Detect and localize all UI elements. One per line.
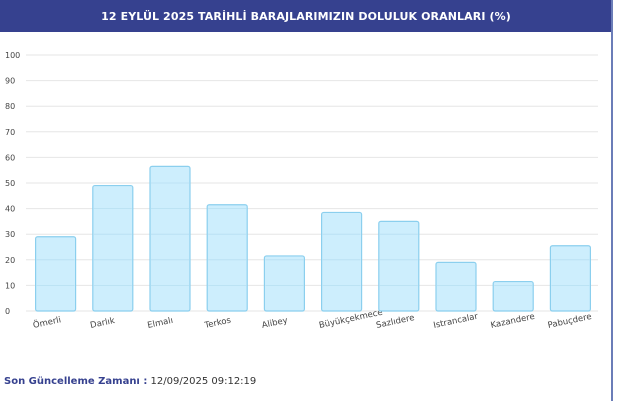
bar bbox=[206, 204, 248, 312]
last-update-label: Son Güncelleme Zamanı : bbox=[4, 376, 148, 387]
x-tick-label: Alibey bbox=[261, 316, 289, 331]
y-tick-label: 50 bbox=[5, 179, 15, 188]
bar bbox=[321, 211, 363, 312]
y-tick-label: 60 bbox=[5, 153, 15, 162]
bar bbox=[435, 261, 477, 312]
bar bbox=[34, 236, 77, 312]
y-tick-label: 100 bbox=[5, 51, 20, 60]
y-tick-label: 30 bbox=[5, 230, 15, 239]
x-tick-label: Istrancalar bbox=[433, 312, 480, 331]
y-tick-label: 70 bbox=[5, 128, 15, 137]
chart-panel: 12 EYLÜL 2025 TARİHLİ BARAJLARIMIZIN DOL… bbox=[0, 0, 612, 387]
y-tick-label: 80 bbox=[5, 102, 15, 111]
right-divider bbox=[611, 0, 613, 401]
last-update-value: 12/09/2025 09:12:19 bbox=[150, 376, 257, 387]
bar bbox=[149, 165, 191, 312]
last-update: Son Güncelleme Zamanı : 12/09/2025 09:12… bbox=[4, 376, 256, 387]
y-tick-label: 0 bbox=[5, 307, 10, 316]
bar bbox=[549, 245, 592, 312]
bar bbox=[92, 184, 134, 312]
x-tick-label: Ömerli bbox=[32, 314, 62, 331]
x-tick-label: Terkos bbox=[203, 315, 233, 331]
bar bbox=[378, 220, 420, 312]
y-tick-label: 20 bbox=[5, 256, 15, 265]
y-tick-label: 40 bbox=[5, 205, 15, 214]
x-tick-label: Kazandere bbox=[490, 312, 536, 331]
x-tick-label: Darlık bbox=[89, 316, 116, 331]
x-tick-label: Pabuçdere bbox=[547, 312, 593, 331]
bar-chart: 0 10 20 30 40 50 60 70 80 90 100 Ömerli Darlık Elmalı… bbox=[5, 51, 598, 331]
x-tick-label: Elmalı bbox=[147, 316, 174, 331]
y-tick-label: 10 bbox=[5, 281, 15, 290]
bar bbox=[492, 280, 534, 312]
y-tick-label: 90 bbox=[5, 77, 15, 86]
bar bbox=[263, 255, 305, 312]
chart-title: 12 EYLÜL 2025 TARİHLİ BARAJLARIMIZIN DOL… bbox=[0, 0, 612, 32]
